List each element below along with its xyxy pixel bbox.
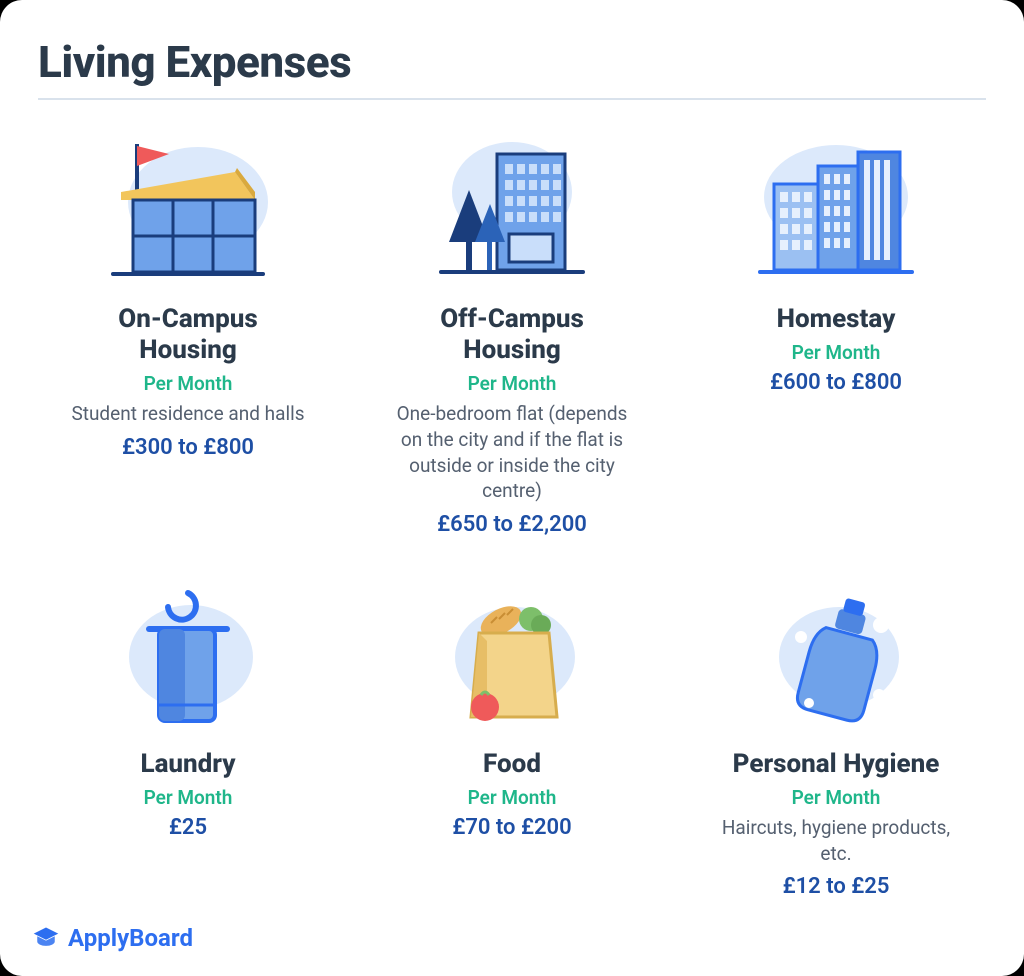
apartment-trees-icon xyxy=(382,122,642,292)
item-description: Student residence and halls xyxy=(68,401,308,427)
expense-grid: On-Campus Housing Per Month Student resi… xyxy=(38,122,986,899)
item-title: Personal Hygiene xyxy=(716,749,956,780)
item-description: Haircuts, hygiene products, etc. xyxy=(716,815,956,866)
brand-name: ApplyBoard xyxy=(68,924,193,952)
item-period: Per Month xyxy=(382,786,642,809)
item-period: Per Month xyxy=(58,372,318,395)
expense-homestay: Homestay Per Month £600 to £800 xyxy=(686,122,986,537)
expense-off-campus: Off-Campus Housing Per Month One-bedroom… xyxy=(362,122,662,537)
item-title: Food xyxy=(392,749,632,780)
campus-building-icon xyxy=(58,122,318,292)
item-price: £600 to £800 xyxy=(706,370,966,395)
expense-laundry: Laundry Per Month £25 xyxy=(38,567,338,899)
item-price: £300 to £800 xyxy=(58,435,318,460)
item-title: Laundry xyxy=(68,749,308,780)
item-period: Per Month xyxy=(706,341,966,364)
item-title: Homestay xyxy=(716,304,956,335)
graduation-cap-icon xyxy=(32,924,60,952)
item-period: Per Month xyxy=(58,786,318,809)
item-price: £650 to £2,200 xyxy=(382,512,642,537)
item-price: £12 to £25 xyxy=(706,874,966,899)
item-period: Per Month xyxy=(382,372,642,395)
hygiene-bottle-icon xyxy=(706,567,966,737)
item-title: On-Campus Housing xyxy=(68,304,308,366)
item-price: £70 to £200 xyxy=(382,815,642,840)
title-rule xyxy=(38,98,986,100)
brand-logo: ApplyBoard xyxy=(32,924,193,952)
laundry-towel-icon xyxy=(58,567,318,737)
grocery-bag-icon xyxy=(382,567,642,737)
expense-on-campus: On-Campus Housing Per Month Student resi… xyxy=(38,122,338,537)
item-price: £25 xyxy=(58,815,318,840)
infographic-card: Living Expenses xyxy=(0,0,1024,976)
expense-food: Food Per Month £70 to £200 xyxy=(362,567,662,899)
item-period: Per Month xyxy=(706,786,966,809)
item-description: One-bedroom flat (depends on the city an… xyxy=(392,401,632,504)
item-title: Off-Campus Housing xyxy=(392,304,632,366)
page-title: Living Expenses xyxy=(38,36,986,88)
expense-hygiene: Personal Hygiene Per Month Haircuts, hyg… xyxy=(686,567,986,899)
city-buildings-icon xyxy=(706,122,966,292)
